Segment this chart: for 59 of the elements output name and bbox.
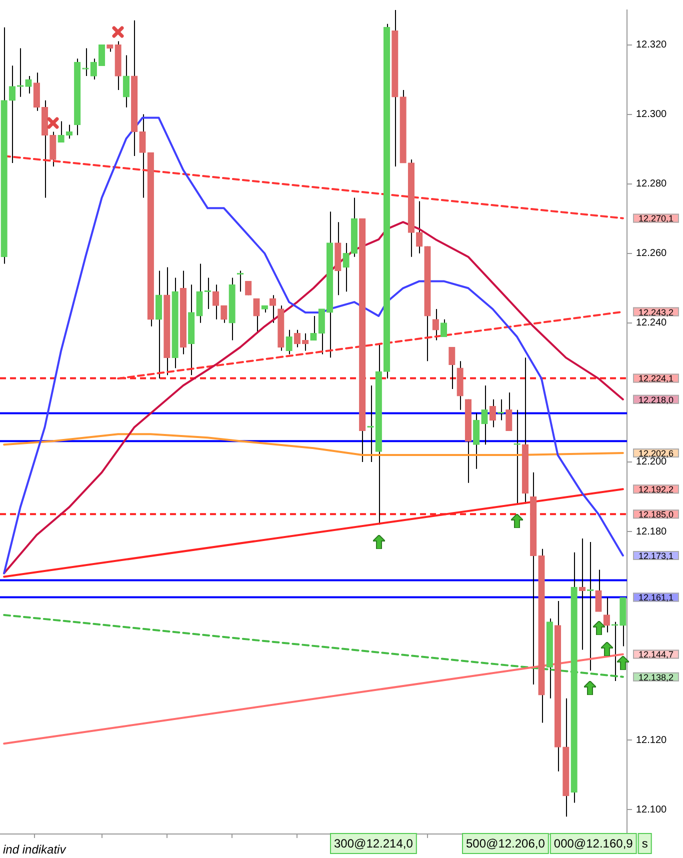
data-label: 12.243,2 [638, 307, 674, 318]
ref-line-label: 12.224,1 [638, 374, 674, 384]
text: 500@12.206,0 [466, 836, 546, 850]
data-label: 12.202,6 [638, 448, 674, 458]
data-label: 12.270,1 [638, 214, 674, 224]
candlestick [253, 298, 260, 334]
candlestick [578, 538, 586, 650]
candlestick [98, 44, 106, 66]
candlestick [50, 131, 56, 167]
candlestick [342, 242, 350, 292]
text: 000@12.160,9 [554, 836, 634, 850]
candlestick [58, 120, 64, 143]
candlestick [212, 284, 220, 320]
y-tick-label: 12.200 [636, 456, 668, 468]
data-label: 12.173,1 [638, 550, 674, 561]
candlestick [310, 315, 317, 341]
text: 300@12.214,0 [334, 836, 414, 850]
y-tick-label: 12.320 [636, 40, 668, 51]
candlestick [489, 398, 496, 428]
candlestick [220, 305, 228, 324]
y-tick-label: 12.120 [636, 734, 668, 746]
candlestick [25, 76, 32, 94]
text: s [642, 836, 648, 850]
ref-line-label: 12.185,0 [638, 510, 674, 520]
candlestick [448, 346, 456, 390]
candlestick [155, 270, 162, 380]
candlestick [416, 200, 423, 254]
data-label: 12.218,0 [638, 394, 674, 405]
candlestick [481, 384, 488, 446]
ref-line-label: 12.161,1 [638, 592, 674, 603]
candlestick [595, 569, 602, 612]
y-tick-label: 12.280 [636, 178, 668, 190]
candlestick [122, 54, 130, 108]
data-label: 12.144,7 [638, 650, 674, 660]
candlestick [506, 392, 512, 432]
candlestick [302, 332, 309, 352]
candlestick [432, 308, 439, 341]
candlestick [318, 308, 325, 355]
candlestick [90, 58, 97, 80]
text: ind indikativ [3, 842, 67, 856]
y-tick-label: 12.260 [636, 248, 668, 260]
y-tick-label: 12.300 [636, 109, 668, 120]
candlestick [473, 412, 480, 470]
data-label: 12.138,2 [638, 672, 674, 682]
candlestick [17, 48, 24, 98]
candlestick [33, 72, 40, 112]
y-tick-label: 12.180 [636, 526, 668, 538]
candlestick [440, 318, 448, 338]
y-tick-label: 12.240 [636, 318, 668, 329]
candlestick [139, 114, 146, 198]
candlestick [245, 280, 252, 296]
candlestick [269, 294, 276, 324]
candlestick [196, 263, 203, 324]
candlestick [66, 124, 73, 140]
candlestick [286, 329, 292, 355]
y-tick-label: 12.100 [636, 804, 668, 816]
candlestick [603, 597, 610, 633]
data-label: 12.192,2 [638, 484, 674, 495]
candlestick [8, 65, 16, 164]
